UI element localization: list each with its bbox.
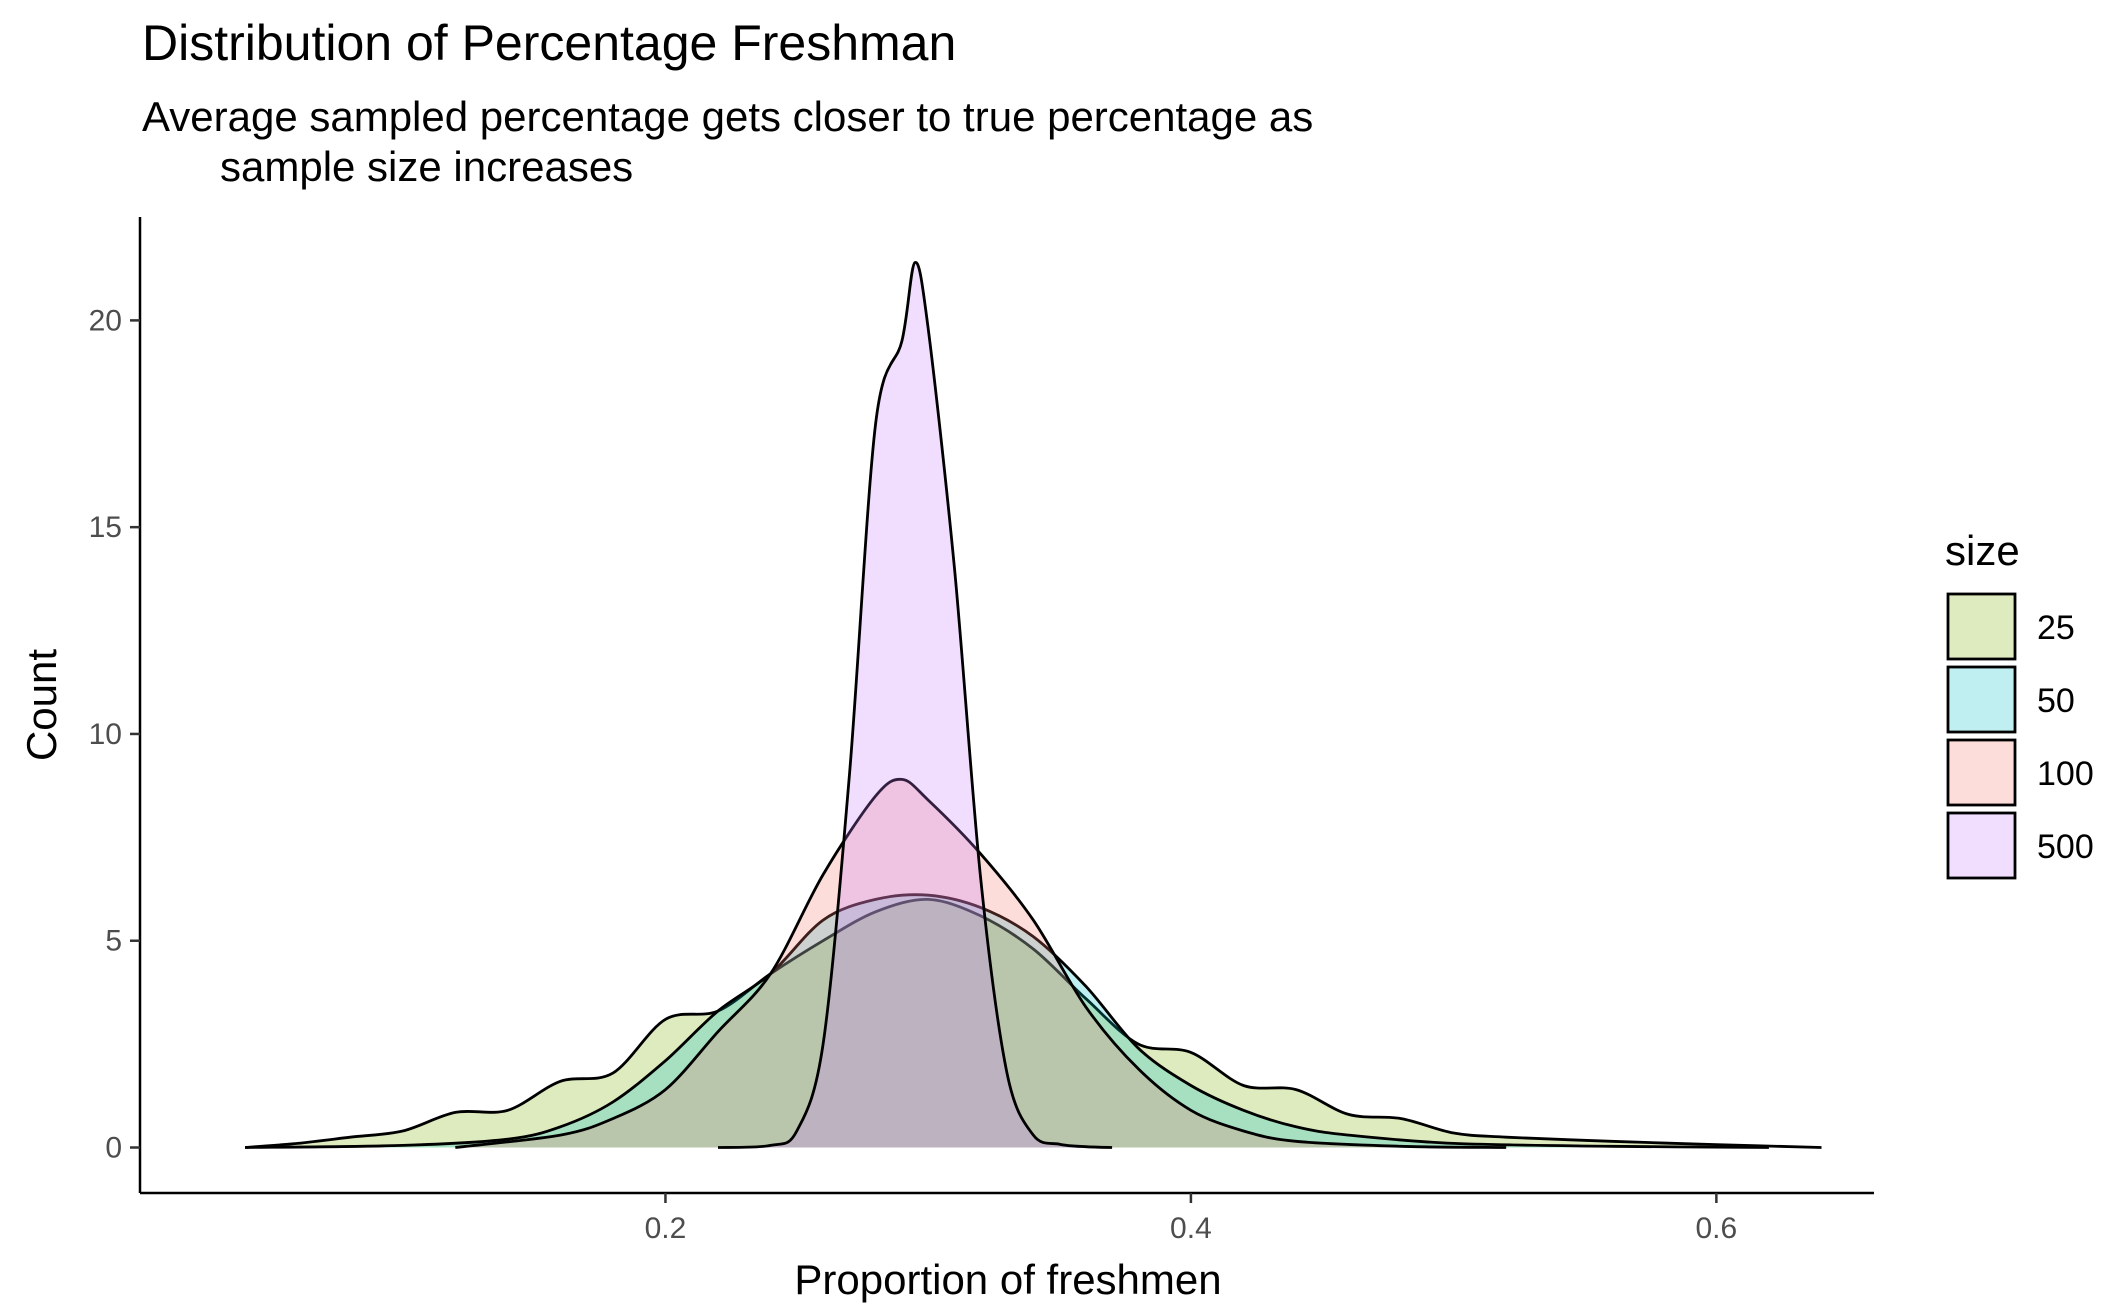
- legend-item-size-500: 500: [1946, 811, 2094, 880]
- legend: size 25 50 100 500: [1945, 527, 2094, 880]
- legend-swatch: [1946, 665, 2017, 734]
- legend-item-size-100: 100: [1946, 738, 2094, 807]
- chart-title: Distribution of Percentage Freshman: [142, 15, 957, 71]
- chart-subtitle-line-2: sample size increases: [220, 143, 634, 190]
- legend-swatch: [1946, 811, 2017, 880]
- legend-label: 50: [2037, 682, 2075, 720]
- legend-label: 100: [2037, 755, 2094, 793]
- y-axis-ticks: 0 5 10 15 20: [89, 304, 140, 1165]
- density-area-size-100: [455, 779, 1507, 1148]
- density-line-size-50: [245, 893, 1769, 1149]
- density-areas: [244, 261, 1822, 1149]
- y-axis-title: Count: [18, 649, 65, 761]
- density-line-size-500: [717, 261, 1113, 1149]
- legend-swatch: [1946, 592, 2017, 661]
- legend-item-size-50: 50: [1946, 665, 2075, 734]
- density-line-size-100: [455, 777, 1507, 1149]
- density-line-size-25: [244, 897, 1822, 1149]
- legend-title: size: [1945, 527, 2020, 574]
- x-axis-ticks: 0.2 0.4 0.6: [645, 1193, 1738, 1245]
- chart-subtitle: Average sampled percentage gets closer t…: [142, 92, 1313, 192]
- y-tick-label: 0: [105, 1132, 122, 1165]
- y-tick-label: 5: [105, 925, 122, 958]
- y-tick-label: 15: [89, 511, 122, 544]
- x-tick-label: 0.4: [1170, 1212, 1212, 1245]
- legend-label: 500: [2037, 828, 2094, 866]
- legend-label: 25: [2037, 609, 2075, 647]
- x-tick-label: 0.2: [645, 1212, 687, 1245]
- chart-subtitle-line-1: Average sampled percentage gets closer t…: [142, 93, 1314, 140]
- density-area-size-500: [718, 262, 1113, 1148]
- x-axis-title: Proportion of freshmen: [794, 1256, 1221, 1303]
- density-area-size-50: [245, 894, 1769, 1148]
- density-area-size-25: [245, 899, 1822, 1148]
- legend-swatch: [1946, 738, 2017, 807]
- y-tick-label: 20: [89, 304, 122, 337]
- y-tick-label: 10: [89, 718, 122, 751]
- x-tick-label: 0.6: [1696, 1212, 1738, 1245]
- legend-item-size-25: 25: [1946, 592, 2075, 661]
